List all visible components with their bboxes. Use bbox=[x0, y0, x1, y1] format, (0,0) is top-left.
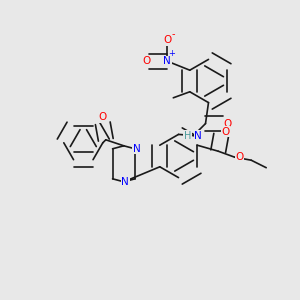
Text: O: O bbox=[224, 118, 232, 129]
Text: O: O bbox=[163, 35, 171, 45]
Text: O: O bbox=[235, 152, 243, 162]
Text: N: N bbox=[194, 130, 202, 141]
Text: N: N bbox=[133, 144, 140, 154]
Text: N: N bbox=[164, 56, 171, 66]
Text: H: H bbox=[184, 130, 191, 141]
Text: O: O bbox=[142, 56, 150, 66]
Text: O: O bbox=[99, 112, 107, 122]
Text: O: O bbox=[222, 127, 230, 137]
Text: -: - bbox=[172, 29, 175, 39]
Text: +: + bbox=[168, 49, 175, 58]
Text: N: N bbox=[122, 177, 129, 187]
